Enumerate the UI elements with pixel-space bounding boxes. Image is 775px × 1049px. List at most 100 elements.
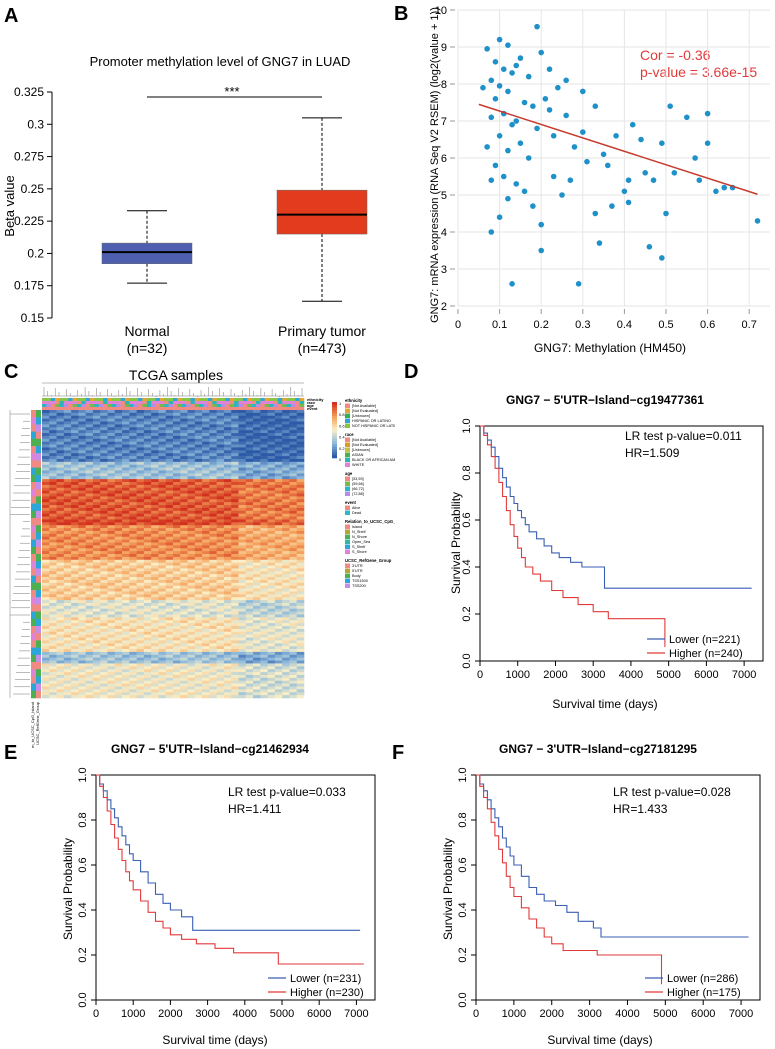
panel-c-heatmap-cell bbox=[78, 660, 86, 664]
panel-c-heatmap-cell bbox=[92, 634, 101, 638]
panel-c-heatmap-cell bbox=[85, 430, 94, 434]
panel-c-annotation-cell bbox=[282, 404, 287, 407]
panel-c-legend-swatch bbox=[345, 413, 350, 418]
panel-c-heatmap-cell bbox=[63, 577, 72, 581]
panel-c-heatmap-cell bbox=[129, 602, 137, 607]
panel-c-heatmap-cell bbox=[223, 611, 232, 615]
panel-b-point bbox=[596, 240, 603, 246]
panel-c-annotation-cell bbox=[50, 407, 56, 410]
panel-c-heatmap-cell bbox=[194, 522, 203, 526]
panel-c-heatmap-cell bbox=[202, 683, 210, 687]
panel-c-heatmap-cell bbox=[180, 427, 188, 431]
panel-c-heatmap-cell bbox=[260, 496, 268, 500]
panel-c-heatmap-cell bbox=[245, 692, 254, 696]
panel-c-heatmap-cell bbox=[151, 461, 159, 466]
panel-b-point bbox=[621, 188, 628, 195]
panel-c-annotation-cell bbox=[273, 398, 279, 401]
panel-c-heatmap-cell bbox=[216, 435, 225, 440]
panel-c-heatmap-cell bbox=[202, 617, 210, 621]
panel-c-heatmap-cell bbox=[289, 499, 298, 503]
panel-c-heatmap-cell bbox=[122, 674, 130, 679]
panel-c-heatmap-cell bbox=[107, 410, 116, 414]
panel-c-heatmap-cell bbox=[296, 530, 305, 535]
panel-c-heatmap-cell bbox=[202, 660, 210, 664]
panel-c-heatmap-cell bbox=[56, 536, 65, 540]
panel-c-row-dendrogram bbox=[9, 410, 30, 698]
panel-c-heatmap-cell bbox=[63, 614, 72, 618]
panel-c-heatmap-cell bbox=[267, 484, 276, 489]
panel-c-heatmap-cell bbox=[282, 646, 290, 650]
panel-c-heatmap-cell bbox=[56, 565, 65, 569]
panel-c-heatmap-cell bbox=[107, 588, 116, 592]
panel-c-heatmap-cell bbox=[260, 438, 268, 442]
panel-c-heatmap-cell bbox=[245, 602, 254, 607]
panel-c-heatmap-cell bbox=[100, 689, 108, 693]
panel-c-heatmap-cell bbox=[173, 634, 181, 638]
panel-c-heatmap-cell bbox=[253, 695, 261, 699]
panel-c-heatmap-cell bbox=[151, 591, 159, 595]
panel-c-heatmap-cell bbox=[223, 669, 232, 673]
panel-c-heatmap-cell bbox=[165, 533, 174, 538]
panel-c-heatmap-cell bbox=[245, 614, 254, 618]
panel-c-heatmap-cell bbox=[245, 631, 254, 635]
panel-c-left-annotation-cell bbox=[36, 446, 41, 454]
panel-c-heatmap-cell bbox=[42, 689, 50, 693]
panel-c-heatmap-cell bbox=[202, 410, 210, 414]
panel-c-left-annotation-cell bbox=[31, 554, 36, 562]
panel-c-heatmap-cell bbox=[260, 410, 268, 414]
panel-c-heatmap-cell bbox=[129, 582, 137, 586]
panel-c-heatmap-cell bbox=[238, 611, 247, 615]
panel-c-heatmap-cell bbox=[260, 507, 268, 512]
panel-c-annotation-cell bbox=[299, 404, 305, 407]
panel-c-heatmap-cell bbox=[209, 623, 217, 627]
panel-c-left-annotation-cell bbox=[36, 546, 41, 555]
panel-c-heatmap-cell bbox=[85, 453, 94, 457]
panel-c-heatmap-cell bbox=[180, 594, 188, 598]
panel-c-heatmap-cell bbox=[85, 637, 94, 641]
panel-c-annotation-cell bbox=[50, 404, 56, 407]
panel-c-heatmap-cell bbox=[209, 430, 217, 434]
panel-c-annotation-cell bbox=[129, 398, 134, 401]
panel-c-heatmap-cell bbox=[56, 611, 65, 615]
panel-c-heatmap-cell bbox=[114, 496, 123, 500]
panel-b-point bbox=[704, 140, 711, 146]
panel-c-heatmap-cell bbox=[158, 669, 167, 673]
panel-c-heatmap-cell bbox=[202, 464, 210, 468]
panel-c-heatmap-cell bbox=[143, 565, 152, 569]
panel-c-heatmap-cell bbox=[56, 530, 65, 535]
panel-c-heatmap-cell bbox=[202, 476, 210, 480]
panel-c-heatmap-cell bbox=[71, 433, 79, 437]
panel-c-left-annotation-cell bbox=[36, 417, 41, 425]
panel-c-heatmap-cell bbox=[136, 441, 145, 445]
panel-c-heatmap-cell bbox=[49, 539, 57, 543]
panel-c-scale-segment bbox=[332, 402, 337, 406]
panel-d-stat1: LR test p-value=0.011 bbox=[625, 429, 742, 443]
panel-c-heatmap-cell bbox=[143, 507, 152, 512]
panel-c-heatmap-cell bbox=[114, 433, 123, 437]
panel-c-heatmap-cell bbox=[85, 484, 94, 489]
panel-c-heatmap-cell bbox=[165, 548, 174, 552]
panel-c-heatmap-cell bbox=[245, 605, 254, 610]
panel-c-heatmap-cell bbox=[231, 649, 239, 653]
panel-c-heatmap-cell bbox=[274, 424, 283, 428]
panel-c-heatmap-cell bbox=[194, 614, 203, 618]
panel-b-xtick-label: 0.4 bbox=[617, 319, 632, 331]
panel-c-heatmap-cell bbox=[296, 499, 305, 503]
panel-c-heatmap-cell bbox=[158, 554, 167, 558]
panel-c-heatmap-cell bbox=[194, 663, 203, 667]
panel-c-heatmap-cell bbox=[267, 611, 276, 615]
panel-c-heatmap-cell bbox=[85, 660, 94, 664]
panel-c-left-annotation-cell bbox=[36, 690, 41, 699]
panel-c-heatmap-cell bbox=[49, 473, 57, 477]
panel-c-heatmap-cell bbox=[42, 482, 50, 486]
panel-c-heatmap-cell bbox=[253, 559, 261, 563]
panel-c-heatmap-cell bbox=[165, 551, 174, 555]
panel-c-heatmap-cell bbox=[296, 600, 305, 604]
panel-c-heatmap-cell bbox=[158, 649, 167, 653]
panel-c-annotation-cell bbox=[42, 401, 47, 404]
panel-c-heatmap-cell bbox=[180, 651, 188, 656]
panel-c-legend-swatch bbox=[345, 529, 350, 534]
panel-c-heatmap-cell bbox=[100, 444, 108, 448]
panel-c-heatmap-cell bbox=[49, 643, 57, 647]
panel-c-heatmap-cell bbox=[289, 617, 298, 621]
